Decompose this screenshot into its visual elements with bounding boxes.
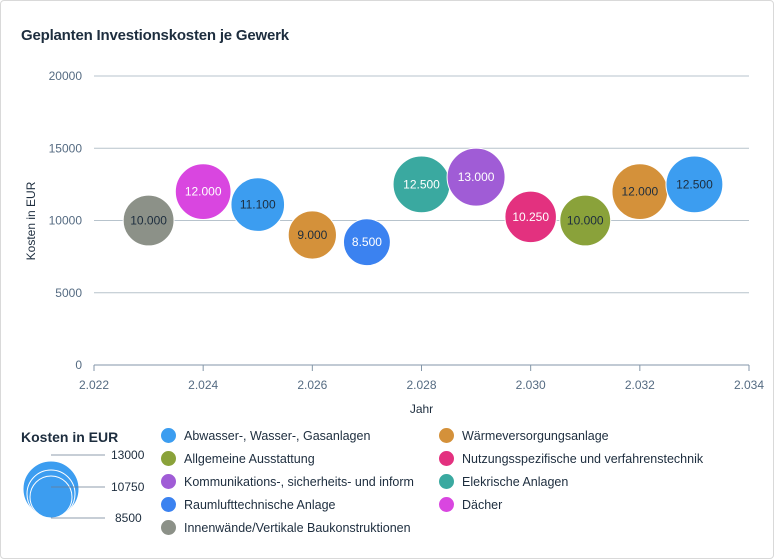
legend-label: Elekrische Anlagen xyxy=(462,474,569,489)
x-tick-label: 2.028 xyxy=(406,378,436,392)
bubble-label: 9.000 xyxy=(297,228,327,242)
bubble xyxy=(174,163,232,220)
legend-label: Raumlufttechnische Anlage xyxy=(184,497,336,512)
size-legend-title: Kosten in EUR xyxy=(21,429,119,445)
y-tick-label: 15000 xyxy=(49,141,83,155)
legend-swatch xyxy=(161,520,176,535)
legend-item[interactable]: Abwasser-, Wasser-, Gasanlagen xyxy=(161,428,370,443)
legend-swatch xyxy=(439,474,454,489)
legend-swatch xyxy=(439,451,454,466)
size-legend-circle-small xyxy=(29,475,73,519)
x-tick-label: 2.032 xyxy=(625,378,655,392)
bubble xyxy=(504,190,557,244)
x-axis-title: Jahr xyxy=(410,402,433,416)
y-tick-label: 5000 xyxy=(55,286,82,300)
legend-swatch xyxy=(439,428,454,443)
bubble xyxy=(665,155,724,214)
size-legend-graphic xyxy=(22,454,105,519)
legend-item[interactable]: Nutzungsspezifische und verfahrenstechni… xyxy=(439,451,703,466)
legend-item[interactable]: Allgemeine Ausstattung xyxy=(161,451,315,466)
bubble xyxy=(559,194,612,247)
y-tick-label: 20000 xyxy=(49,69,83,83)
bubble xyxy=(342,218,391,267)
legend-item[interactable]: Innenwände/Vertikale Baukonstruktionen xyxy=(161,520,411,535)
bubble-label: 12.500 xyxy=(676,177,713,191)
legend-label: Innenwände/Vertikale Baukonstruktionen xyxy=(184,520,411,535)
bubble-label: 13.000 xyxy=(458,170,495,184)
legend-item[interactable]: Wärmeversorgungsanlage xyxy=(439,428,609,443)
legend-label: Nutzungsspezifische und verfahrenstechni… xyxy=(462,451,704,466)
y-tick-label: 10000 xyxy=(49,214,83,228)
legend-item[interactable]: Elekrische Anlagen xyxy=(439,474,568,489)
x-tick-label: 2.024 xyxy=(188,378,218,392)
legend-swatch xyxy=(161,474,176,489)
legend-label: Wärmeversorgungsanlage xyxy=(462,428,609,443)
bubble xyxy=(122,194,175,247)
bubble-label: 8.500 xyxy=(352,235,382,249)
legend-item[interactable]: Raumlufttechnische Anlage xyxy=(161,497,335,512)
bubble-label: 11.100 xyxy=(240,198,276,212)
size-legend-value: 8500 xyxy=(115,511,142,525)
chart-title: Geplanten Investionskosten je Gewerk xyxy=(21,27,289,44)
bubble-label: 10.000 xyxy=(567,214,604,228)
legend-swatch xyxy=(161,451,176,466)
bubble-chart: 0 5000 10000 15000 20000 2.022 2.024 2.026 2.028… xyxy=(24,69,764,416)
x-tick-label: 2.022 xyxy=(79,378,109,392)
legend-label: Dächer xyxy=(462,497,503,512)
bubble-label: 12.000 xyxy=(185,185,222,199)
bubble-label: 10.000 xyxy=(130,214,167,228)
bubble xyxy=(446,147,506,207)
legend-label: Abwasser-, Wasser-, Gasanlagen xyxy=(184,428,371,443)
x-tick-label: 2.026 xyxy=(297,378,327,392)
x-tick-label: 2.034 xyxy=(734,378,764,392)
size-legend-value: 13000 xyxy=(111,448,145,462)
bubble-label: 10.250 xyxy=(512,210,549,224)
legend-item[interactable]: Dächer xyxy=(439,497,502,512)
legend-label: Kommunikations-, sicherheits- und inform xyxy=(184,474,414,489)
size-legend-value: 10750 xyxy=(111,480,145,494)
legend-swatch xyxy=(161,497,176,512)
y-axis-title: Kosten in EUR xyxy=(24,181,38,260)
legend-swatch xyxy=(161,428,176,443)
bubble-label: 12.000 xyxy=(621,185,658,199)
legend-label: Allgemeine Ausstattung xyxy=(184,451,315,466)
bubble-label: 12.500 xyxy=(403,177,440,191)
y-tick-label: 0 xyxy=(75,358,82,372)
bubble xyxy=(287,210,337,260)
x-tick-label: 2.030 xyxy=(516,378,546,392)
legend-swatch xyxy=(439,497,454,512)
legend-item[interactable]: Kommunikations-, sicherheits- und inform xyxy=(161,474,414,489)
bubble xyxy=(230,177,286,232)
